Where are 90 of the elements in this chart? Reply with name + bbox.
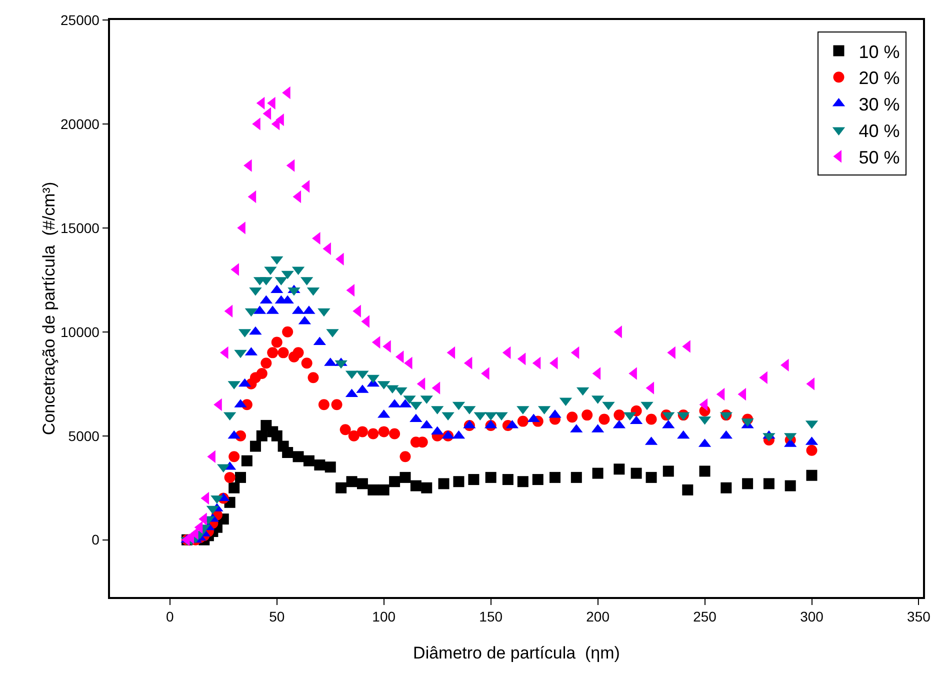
point — [368, 428, 379, 440]
point — [646, 472, 657, 483]
point — [314, 459, 326, 470]
point — [348, 430, 360, 442]
point — [278, 347, 289, 358]
point — [282, 446, 294, 458]
y-tick-label: 0 — [92, 532, 100, 548]
point — [260, 358, 272, 369]
point — [742, 478, 754, 490]
y-tick-label: 5000 — [68, 428, 100, 444]
point — [662, 466, 674, 477]
point — [630, 468, 642, 479]
point — [630, 405, 642, 416]
point — [532, 474, 544, 486]
point — [468, 474, 480, 486]
point — [346, 476, 358, 488]
point — [502, 474, 514, 486]
x-tick-label: 0 — [166, 608, 174, 625]
point — [400, 472, 411, 483]
point — [301, 358, 312, 369]
point — [517, 416, 528, 427]
y-tick-label: 25000 — [60, 12, 100, 28]
point — [592, 468, 604, 479]
point — [336, 482, 347, 494]
point — [389, 476, 400, 488]
x-tick-label: 150 — [479, 608, 503, 625]
point — [224, 472, 236, 483]
point — [331, 399, 342, 410]
point — [389, 428, 400, 440]
point — [806, 470, 818, 481]
x-tick-label: 300 — [800, 608, 824, 625]
point — [682, 484, 694, 496]
y-tick-label: 15000 — [60, 220, 100, 236]
point — [720, 482, 732, 494]
point — [400, 451, 411, 462]
x-tick-label: 100 — [372, 608, 396, 625]
point — [228, 451, 240, 462]
point — [256, 368, 268, 379]
point — [271, 336, 282, 348]
point — [324, 462, 336, 473]
point — [235, 472, 246, 483]
point — [784, 480, 796, 492]
point — [378, 484, 390, 496]
point — [308, 372, 319, 384]
point — [292, 347, 304, 358]
point — [566, 412, 578, 423]
point — [550, 472, 561, 483]
point — [614, 410, 625, 421]
point — [517, 476, 528, 488]
point — [256, 430, 268, 442]
point — [485, 472, 496, 483]
legend-label: 50 % — [858, 147, 900, 168]
x-axis-title: Diâmetro de partícula (ηm) — [413, 644, 620, 662]
point — [699, 466, 710, 477]
point — [340, 424, 351, 436]
point — [241, 455, 252, 466]
legend-label: 20 % — [858, 68, 900, 88]
point — [570, 472, 582, 483]
point — [646, 414, 657, 425]
point — [368, 484, 379, 496]
legend-label: 30 % — [858, 94, 900, 115]
x-tick-label: 200 — [586, 608, 610, 625]
point — [292, 451, 304, 462]
point — [582, 410, 593, 421]
point — [598, 414, 610, 425]
point — [763, 478, 774, 490]
point — [806, 444, 818, 456]
point — [421, 482, 432, 494]
x-tick-label: 50 — [269, 608, 285, 625]
point — [250, 440, 261, 452]
point — [453, 476, 464, 488]
point — [614, 464, 625, 475]
y-tick-label: 20000 — [60, 116, 100, 132]
point — [356, 426, 368, 438]
point — [228, 482, 240, 494]
point — [378, 426, 390, 438]
y-axis-title: Concetração de partícula (#/cm³) — [40, 182, 59, 436]
legend-label: 10 % — [858, 42, 900, 62]
y-tick-label: 10000 — [60, 324, 100, 340]
x-tick-label: 350 — [907, 608, 931, 625]
point — [410, 480, 422, 492]
point — [282, 326, 294, 338]
point — [267, 347, 278, 358]
point — [438, 478, 450, 490]
point — [271, 430, 282, 442]
point — [356, 478, 368, 490]
x-tick-label: 250 — [693, 608, 717, 625]
legend-label: 40 % — [858, 120, 900, 141]
point — [303, 455, 314, 466]
point — [318, 399, 330, 410]
